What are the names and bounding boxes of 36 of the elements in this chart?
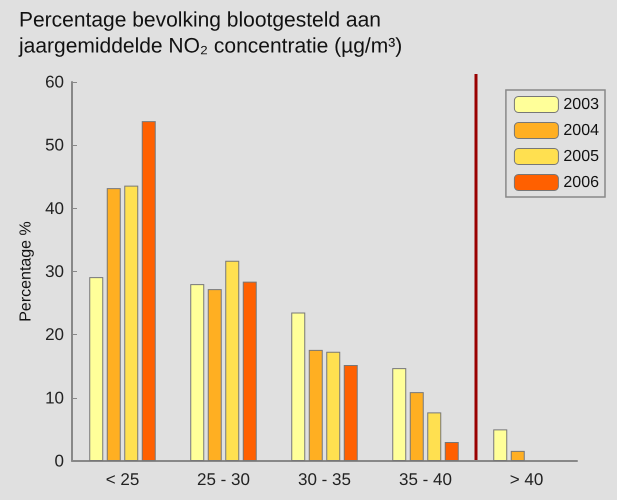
bar <box>142 121 156 461</box>
bar <box>190 284 204 461</box>
bar <box>291 312 306 461</box>
legend-label: 2005 <box>563 148 600 165</box>
y-axis-title: Percentage % <box>18 221 35 322</box>
y-tick-label: 30 <box>45 262 64 281</box>
bar <box>326 352 340 461</box>
chart-title: Percentage bevolking blootgesteld aan jaargemiddelde NO₂ concentratie (µg/m³) <box>18 8 402 58</box>
x-tick-label: 35 - 40 <box>399 470 452 489</box>
bar <box>392 368 406 461</box>
bar <box>410 392 424 461</box>
y-tick-label: 50 <box>45 136 64 155</box>
bar <box>308 350 323 461</box>
bar <box>427 412 442 461</box>
bar <box>493 429 508 461</box>
x-tick-label: > 40 <box>510 470 544 489</box>
y-tick-label: 40 <box>45 198 64 218</box>
bar <box>344 364 358 461</box>
x-tick-label: 30 - 35 <box>298 470 351 489</box>
bar <box>124 186 138 461</box>
bar <box>444 442 459 461</box>
legend-label: 2006 <box>563 174 600 191</box>
bar <box>208 289 222 461</box>
x-tick-label: 25 - 30 <box>197 470 250 489</box>
y-tick-label: 0 <box>54 452 64 470</box>
bar <box>510 450 525 461</box>
bar <box>89 277 104 461</box>
legend-label: 2003 <box>563 96 600 113</box>
bar <box>225 260 240 461</box>
y-tick-label: 60 <box>45 72 64 92</box>
y-tick-label: 20 <box>45 325 64 344</box>
bar <box>106 188 121 461</box>
legend-label: 2004 <box>563 122 600 139</box>
bar <box>242 282 257 461</box>
y-tick-label: 10 <box>45 388 64 408</box>
x-tick-label: < 25 <box>106 470 140 489</box>
